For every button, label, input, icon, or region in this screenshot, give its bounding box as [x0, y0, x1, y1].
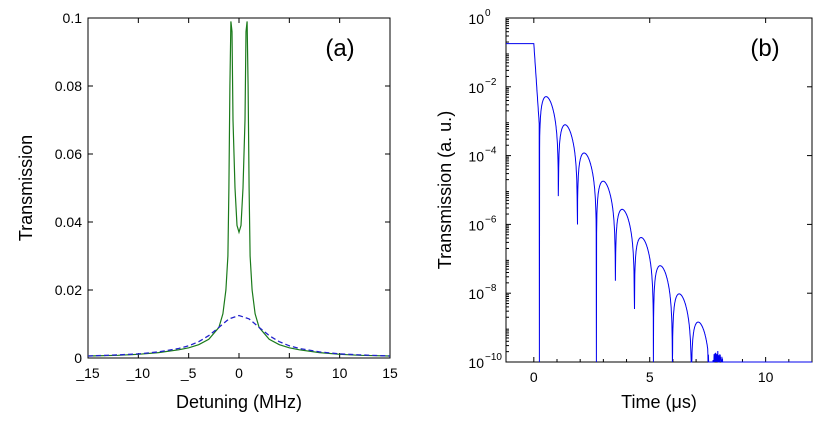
panel-a-xtick-label: 0: [235, 365, 243, 381]
panel-b-ytick-label: 10: [468, 217, 484, 233]
panel-a-ytick-label: 0: [74, 350, 82, 366]
panel-b-ytick-label: 10: [468, 286, 484, 302]
panel-a-ytick-label: 0.08: [55, 78, 82, 94]
panel-b-ytick-label: 10: [468, 80, 484, 96]
panel-a-xtick-label: 10: [332, 365, 348, 381]
panel-a-label: (a): [325, 35, 354, 62]
panel-a-xtick-label: 15: [382, 365, 398, 381]
panel-a-ytick-label: 0.02: [55, 282, 82, 298]
panel-b-series-line: [506, 43, 812, 363]
panel-b-ytick-exponent: −10: [485, 352, 502, 363]
panel-b-ytick-label: 10: [468, 149, 484, 165]
panel-a-ytick-label: 0.04: [55, 214, 82, 230]
panel-a-xtick-label: 5: [285, 365, 293, 381]
panel-b-ytick-exponent: −4: [485, 146, 497, 157]
panel-a-ytick-label: 0.1: [63, 10, 83, 26]
panel-b-ytick-exponent: 0: [485, 8, 491, 19]
panel-a-xtick-label: _10: [126, 365, 151, 381]
panel-b-ytick-label: 10: [468, 355, 484, 371]
panel-b-xtick-label: 0: [530, 369, 538, 385]
panel-a-ytick-label: 0.06: [55, 146, 82, 162]
panel-b-series: [506, 43, 812, 363]
panel-b-xlabel: Time (μs): [621, 392, 697, 412]
panel-b-ytick-exponent: −8: [485, 283, 497, 294]
panel-a-transmission-vs-detuning: _15 _10 _5 0 5 10 15 0 0.02 0.04 0.06 0.08 0.1 (a) D…: [16, 10, 398, 412]
panel-b-xtick-label: 10: [758, 369, 774, 385]
panel-a-ticks: _15 _10 _5 0 5 10 15 0 0.02 0.04 0.06 0.08 0.1: [55, 10, 398, 381]
panel-b-ytick-exponent: −2: [485, 77, 497, 88]
panel-a-xtick-label: _5: [180, 365, 197, 381]
panel-b-xtick-label: 5: [646, 369, 654, 385]
panel-a-xlabel: Detuning (MHz): [176, 392, 302, 412]
panel-a-series-solid: [87, 21, 391, 357]
panel-b-ytick-exponent: −6: [485, 214, 497, 225]
panel-a-xtick-label: _15: [75, 365, 100, 381]
panel-b-ytick-label: 10: [468, 11, 484, 27]
panel-a-ylabel: Transmission: [16, 135, 36, 241]
panel-b-axes-frame: [505, 17, 813, 363]
panel-a-axes-frame: [87, 17, 391, 359]
panel-a-series-dashed: [87, 314, 391, 357]
panel-a-series: [87, 21, 391, 357]
panel-b-label: (b): [750, 35, 779, 62]
panel-b-ylabel: Transmission (a. u.): [435, 111, 455, 269]
